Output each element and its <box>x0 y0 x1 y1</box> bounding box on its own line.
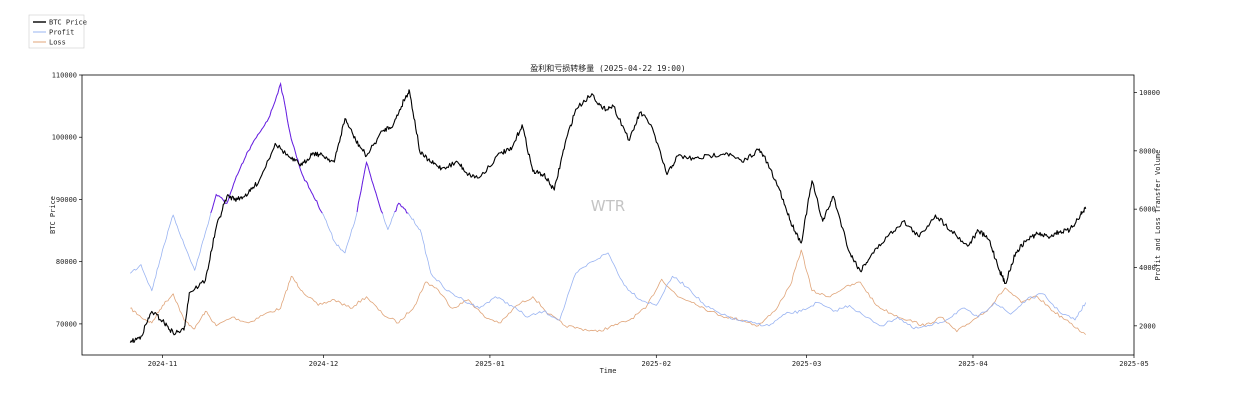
y-left-tick-label: 90000 <box>56 196 77 204</box>
y-right-tick-label: 2000 <box>1139 322 1156 330</box>
y-right-tick-label: 8000 <box>1139 147 1156 155</box>
y-right-tick-label: 10000 <box>1139 89 1160 97</box>
legend: BTC Price Profit Loss <box>28 14 87 49</box>
chart-title: 盈利和亏损转移量 (2025-04-22 19:00) <box>530 63 686 73</box>
x-tick-label: 2024-12 <box>309 360 339 368</box>
legend-label-profit: Profit <box>49 29 74 37</box>
legend-label-loss: Loss <box>49 39 66 47</box>
x-tick-label: 2024-11 <box>148 360 178 368</box>
x-tick-label: 2025-03 <box>792 360 822 368</box>
x-axis-label: Time <box>600 367 617 375</box>
loss-line <box>130 249 1086 335</box>
profit-line-highlight <box>211 84 1086 303</box>
x-tick-label: 2025-01 <box>475 360 505 368</box>
y-right-tick-label: 6000 <box>1139 206 1156 214</box>
y-left-tick-label: 80000 <box>56 258 77 266</box>
y-axis-label-left: BTC Price <box>49 196 57 234</box>
series-layer <box>129 84 1087 344</box>
watermark: WTR <box>591 197 625 215</box>
y-right-tick-label: 4000 <box>1139 264 1156 272</box>
x-tick-label: 2025-04 <box>958 360 988 368</box>
x-tick-label: 2025-05 <box>1119 360 1149 368</box>
y-left-tick-label: 110000 <box>52 72 77 80</box>
legend-label-price: BTC Price <box>49 19 87 27</box>
plot-frame <box>81 74 1135 356</box>
btc-price-line <box>129 89 1087 344</box>
axes-layer: 2024-11 2024-12 2025-01 2025-02 2025-03 2025-… <box>52 72 1160 369</box>
y-axis-label-right: Profit and Loss Transfer Volume <box>1154 150 1162 281</box>
x-tick-label: 2025-02 <box>642 360 672 368</box>
y-left-tick-label: 70000 <box>56 320 77 328</box>
y-left-tick-label: 100000 <box>52 134 77 142</box>
